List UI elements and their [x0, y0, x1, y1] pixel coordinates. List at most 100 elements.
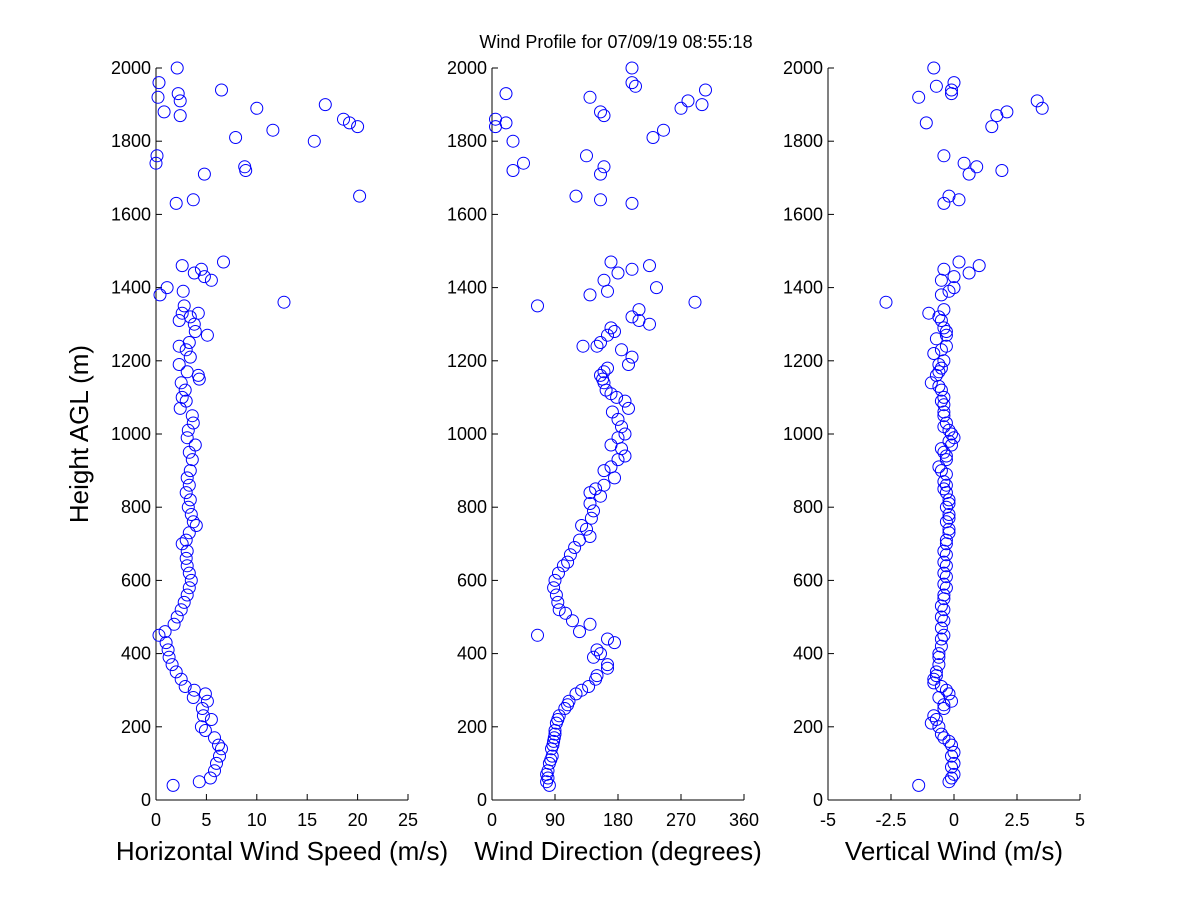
- data-point: [643, 259, 656, 273]
- y-tick-label: 1000: [111, 424, 151, 444]
- data-point: [939, 683, 953, 697]
- data-point: [934, 599, 948, 613]
- data-point: [208, 764, 221, 778]
- y-tick-label: 0: [141, 790, 151, 810]
- data-point: [191, 306, 205, 320]
- data-point: [939, 570, 953, 584]
- data-point: [239, 164, 253, 177]
- data-point: [200, 694, 214, 708]
- data-point: [229, 131, 243, 144]
- data-point: [937, 149, 951, 163]
- data-point: [879, 295, 893, 309]
- data-point: [932, 460, 946, 474]
- data-point: [939, 486, 953, 500]
- data-point: [173, 109, 187, 123]
- data-point: [552, 603, 566, 617]
- data-point: [159, 636, 173, 650]
- y-tick-label: 1400: [447, 278, 487, 298]
- data-point: [157, 105, 171, 119]
- data-point: [937, 303, 951, 317]
- data-point: [189, 519, 203, 532]
- data-point: [517, 156, 530, 170]
- data-point: [934, 383, 948, 397]
- data-point: [197, 270, 211, 284]
- data-point: [183, 493, 197, 507]
- data-point: [181, 423, 195, 437]
- data-point: [597, 365, 611, 379]
- y-tick-label: 1800: [447, 131, 487, 151]
- data-point: [942, 511, 956, 525]
- y-tick-label: 800: [121, 497, 151, 517]
- data-point: [549, 716, 563, 730]
- data-point: [939, 449, 953, 463]
- data-point: [169, 196, 183, 210]
- data-point: [608, 636, 621, 650]
- data-point: [650, 281, 663, 295]
- data-point: [952, 193, 966, 207]
- wind-direction-panel: 0 200 400 600 800 1000 1200 1400 1600 1800 2000 0 90…: [447, 58, 762, 866]
- x-tick-label: 270: [666, 810, 696, 830]
- data-point: [181, 500, 195, 514]
- x-tick-label: 20: [348, 810, 368, 830]
- data-point: [167, 617, 181, 631]
- data-point: [937, 354, 951, 368]
- data-point: [939, 515, 953, 529]
- data-point: [957, 156, 971, 170]
- data-point: [681, 94, 695, 108]
- data-point: [945, 87, 958, 101]
- data-point: [210, 756, 223, 770]
- x-tick-label: -2.5: [875, 810, 906, 830]
- data-point: [187, 317, 201, 331]
- data-point: [561, 555, 575, 569]
- data-point: [175, 259, 189, 273]
- chart-title: Wind Profile for 07/09/19 08:55:18: [479, 32, 753, 52]
- data-point: [937, 603, 951, 617]
- data-point: [197, 167, 211, 181]
- data-point: [601, 328, 614, 342]
- data-point: [182, 566, 196, 580]
- data-point: [942, 497, 956, 510]
- data-point: [583, 497, 597, 510]
- data-point: [937, 262, 951, 276]
- data-point: [699, 83, 712, 97]
- data-point: [927, 672, 941, 686]
- data-point: [604, 460, 618, 474]
- data-point: [531, 299, 544, 313]
- data-point: [597, 464, 611, 478]
- data-point: [937, 628, 951, 642]
- data-point: [625, 61, 639, 75]
- data-point: [657, 123, 670, 137]
- data-point: [597, 160, 611, 174]
- data-point: [939, 328, 953, 342]
- data-point: [625, 196, 639, 210]
- y-tick-label: 2000: [447, 58, 487, 78]
- data-point: [174, 603, 188, 617]
- data-point: [622, 358, 635, 371]
- data-point: [552, 566, 565, 580]
- data-point: [945, 83, 958, 97]
- data-point: [695, 98, 709, 112]
- x-tick-label: 2.5: [1004, 810, 1029, 830]
- y-tick-label: 600: [457, 570, 487, 590]
- data-point: [183, 350, 197, 364]
- data-point: [610, 390, 624, 404]
- data-point: [186, 416, 200, 430]
- data-point: [568, 541, 582, 554]
- data-point: [170, 61, 184, 75]
- data-point: [629, 79, 642, 93]
- data-point: [934, 632, 948, 646]
- data-point: [195, 702, 209, 715]
- data-point: [594, 647, 607, 661]
- data-point: [601, 632, 614, 646]
- data-point: [932, 720, 946, 734]
- data-point: [179, 486, 193, 500]
- y-tick-label: 1000: [447, 424, 487, 444]
- data-point: [587, 504, 600, 518]
- data-point: [506, 164, 520, 177]
- data-point: [646, 131, 660, 144]
- data-point: [932, 650, 946, 664]
- data-point: [942, 734, 956, 748]
- data-point: [580, 522, 593, 536]
- data-point: [942, 189, 956, 203]
- data-point: [934, 314, 948, 327]
